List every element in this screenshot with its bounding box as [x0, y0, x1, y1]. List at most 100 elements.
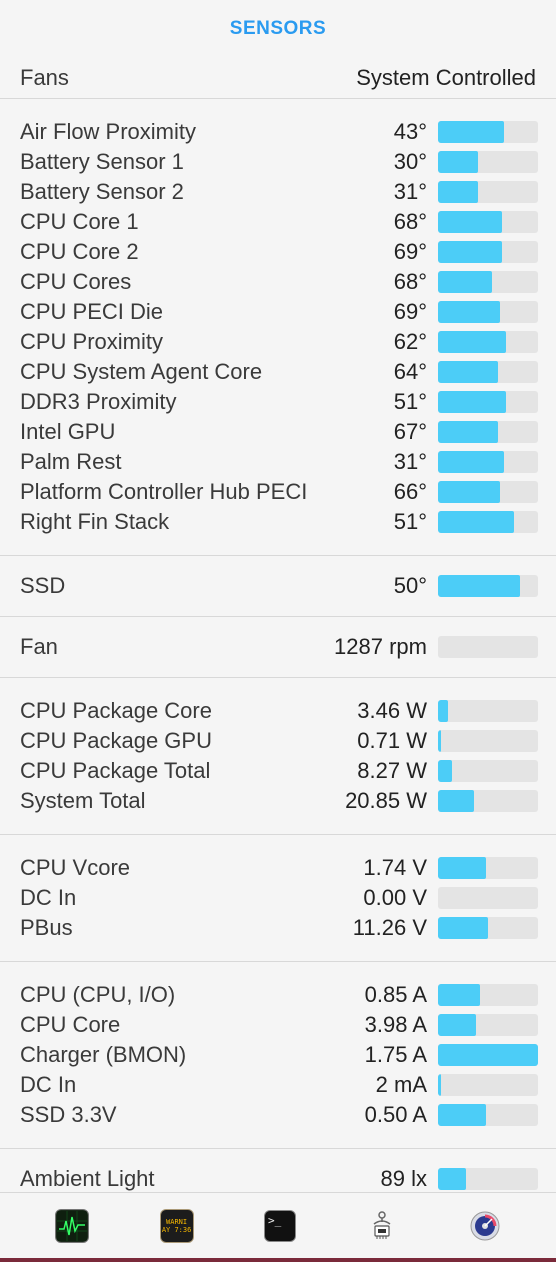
sensor-level-bar: [438, 887, 538, 909]
page-title: SENSORS: [229, 18, 327, 39]
sensor-level-fill: [438, 1044, 538, 1066]
sensor-row-ssd-3-3v: SSD 3.3V 0.50 A: [0, 1100, 556, 1130]
console-icon[interactable]: WARNI AY 7:36: [159, 1209, 194, 1243]
activity-monitor-icon[interactable]: [55, 1209, 90, 1243]
sensor-level-fill: [438, 1014, 476, 1036]
sensor-label: Intel GPU: [20, 419, 116, 444]
sensor-level-bar: [438, 575, 538, 597]
terminal-prompt: >_: [267, 1214, 282, 1227]
sensor-level-fill: [438, 181, 478, 203]
sensor-label: System Total: [20, 788, 146, 813]
sensor-row-system-total: System Total 20.85 W: [0, 786, 556, 816]
sensor-level-bar: [438, 1074, 538, 1096]
sensor-label: CPU Vcore: [20, 855, 131, 880]
sensor-level-fill: [438, 700, 448, 722]
sensor-level-bar: [438, 451, 538, 473]
sensor-level-bar: [438, 121, 538, 143]
sensor-level-bar: [438, 481, 538, 503]
sensor-level-fill: [438, 1104, 486, 1126]
sensor-value: 11.26 V: [352, 915, 427, 940]
sensor-level-bar: [438, 700, 538, 722]
sensor-label: CPU Package GPU: [20, 728, 212, 753]
sensor-label: Right Fin Stack: [20, 509, 170, 534]
sensor-level-fill: [438, 301, 500, 323]
sensor-level-fill: [438, 391, 506, 413]
fan-speed-section: Fan 1287 rpm: [0, 617, 556, 677]
sensor-value: 1287 rpm: [334, 634, 427, 659]
sensor-level-bar: [438, 511, 538, 533]
sensor-level-bar: [438, 181, 538, 203]
sensor-label: DDR3 Proximity: [20, 389, 177, 414]
sensor-row-fan: Fan 1287 rpm: [0, 632, 556, 662]
disk-utility-icon[interactable]: [469, 1210, 501, 1242]
sensor-level-fill: [438, 730, 441, 752]
sensor-level-fill: [438, 917, 488, 939]
sensor-level-bar: [438, 1168, 538, 1190]
sensor-level-fill: [438, 271, 492, 293]
sensor-row-battery-sensor-1: Battery Sensor 1 30°: [0, 147, 556, 177]
fans-mode-value[interactable]: System Controlled: [356, 65, 536, 90]
sensor-row-air-flow-proximity: Air Flow Proximity 43°: [0, 117, 556, 147]
sensor-level-bar: [438, 1044, 538, 1066]
sensor-level-bar: [438, 857, 538, 879]
sensor-value: 69°: [393, 239, 427, 264]
sensor-label: Platform Controller Hub PECI: [20, 479, 308, 504]
sensor-label: CPU Core 1: [20, 209, 139, 234]
sensor-value: 8.27 W: [357, 758, 427, 783]
sensor-level-bar: [438, 636, 538, 658]
current-section: CPU (CPU, I/O) 0.85 A CPU Core 3.98 A Charge…: [0, 962, 556, 1148]
sensor-value: 68°: [393, 269, 427, 294]
sensor-label: SSD: [20, 573, 66, 598]
sensor-value: 1.74 V: [363, 855, 427, 880]
sensor-level-bar: [438, 271, 538, 293]
sensor-label: Palm Rest: [20, 449, 122, 474]
terminal-icon[interactable]: >_: [263, 1210, 296, 1242]
sensor-value: 68°: [393, 209, 427, 234]
sensor-level-fill: [438, 760, 452, 782]
sensor-level-bar: [438, 361, 538, 383]
sensor-row-cpu-proximity: CPU Proximity 62°: [0, 327, 556, 357]
sensor-value: 31°: [393, 449, 427, 474]
sensor-row-pbus: PBus 11.26 V: [0, 913, 556, 943]
sensor-value: 0.85 A: [364, 982, 427, 1007]
sensor-row-right-fin-stack: Right Fin Stack 51°: [0, 507, 556, 537]
header: SENSORS: [0, 0, 556, 58]
sensor-row-cpu-core-1: CPU Core 1 68°: [0, 207, 556, 237]
sensor-value: 69°: [393, 299, 427, 324]
divider: [0, 834, 556, 835]
sensor-value: 3.46 W: [357, 698, 427, 723]
sensor-value: 0.71 W: [357, 728, 427, 753]
sensor-row-dc-in: DC In 2 mA: [0, 1070, 556, 1100]
voltage-section: CPU Vcore 1.74 V DC In 0.00 V PBus 11.26 V: [0, 835, 556, 961]
sensor-level-fill: [438, 241, 502, 263]
sensor-value: 51°: [393, 509, 427, 534]
sensor-value: 0.50 A: [364, 1102, 427, 1127]
ssd-section: SSD 50°: [0, 556, 556, 616]
sensor-label: CPU Cores: [20, 269, 132, 294]
sensor-level-bar: [438, 301, 538, 323]
sensor-label: Charger (BMON): [20, 1042, 187, 1067]
sensor-row-ddr3-proximity: DDR3 Proximity 51°: [0, 387, 556, 417]
sensor-row-dc-in: DC In 0.00 V: [0, 883, 556, 913]
sensor-label: CPU Package Core: [20, 698, 212, 723]
sensor-label: PBus: [20, 915, 73, 940]
sensor-row-charger-bmon: Charger (BMON) 1.75 A: [0, 1040, 556, 1070]
fans-label: Fans: [20, 65, 69, 90]
system-information-icon[interactable]: [366, 1210, 398, 1242]
sensor-value: 31°: [393, 179, 427, 204]
divider: [0, 555, 556, 556]
sensor-row-cpu-vcore: CPU Vcore 1.74 V: [0, 853, 556, 883]
fans-row[interactable]: Fans System Controlled: [0, 58, 556, 98]
divider: [0, 677, 556, 678]
sensor-level-bar: [438, 151, 538, 173]
sensor-label: CPU Proximity: [20, 329, 164, 354]
sensor-level-bar: [438, 730, 538, 752]
sensor-value: 64°: [393, 359, 427, 384]
sensor-value: 3.98 A: [364, 1012, 427, 1037]
sensor-label: Air Flow Proximity: [20, 119, 197, 144]
sensor-level-bar: [438, 984, 538, 1006]
sensor-value: 62°: [393, 329, 427, 354]
sensor-level-fill: [438, 857, 486, 879]
power-section: CPU Package Core 3.46 W CPU Package GPU 0.7…: [0, 678, 556, 834]
sensor-level-fill: [438, 451, 504, 473]
